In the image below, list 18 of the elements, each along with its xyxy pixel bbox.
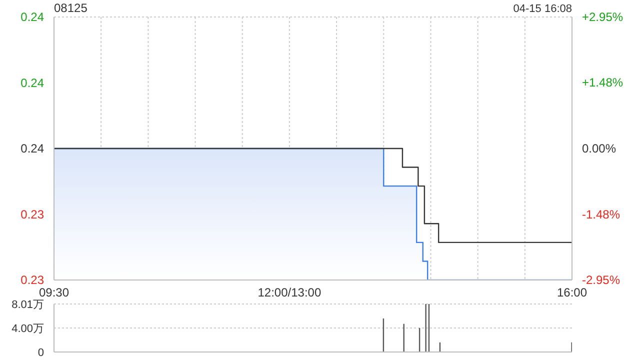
y-tick-label: 0 xyxy=(38,347,44,359)
y2-tick-label: +1.48% xyxy=(582,76,624,90)
chart-title: 08125 xyxy=(54,1,88,15)
y2-tick-label: -1.48% xyxy=(582,207,620,222)
x-tick-label: 09:30 xyxy=(38,286,70,300)
y2-tick-label: 0.00% xyxy=(582,142,616,156)
y-tick-label: 0.23 xyxy=(20,207,44,222)
y-tick-label: 0.23 xyxy=(20,273,44,287)
y2-tick-label: +2.95% xyxy=(582,10,624,24)
text: 04-15 16:08 xyxy=(513,3,572,15)
x-tick-label: 16:00 xyxy=(556,286,588,300)
y-tick-label: 4.00万 xyxy=(12,323,44,336)
y-tick-label: 0.24 xyxy=(20,76,44,90)
x-tick-label: 12:00/13:00 xyxy=(258,286,322,300)
y-tick-label: 0.24 xyxy=(20,142,44,156)
y2-tick-label: -2.95% xyxy=(582,273,620,287)
y-tick-label: 0.24 xyxy=(20,10,44,24)
y-tick-label: 8.01万 xyxy=(12,299,44,311)
